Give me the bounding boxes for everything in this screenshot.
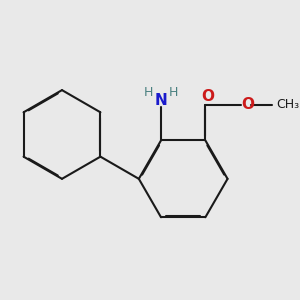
Text: H: H (144, 86, 153, 99)
Text: H: H (169, 86, 178, 99)
Text: O: O (201, 88, 214, 104)
Text: O: O (241, 98, 254, 112)
Text: CH₃: CH₃ (276, 98, 299, 111)
Text: N: N (154, 93, 167, 108)
